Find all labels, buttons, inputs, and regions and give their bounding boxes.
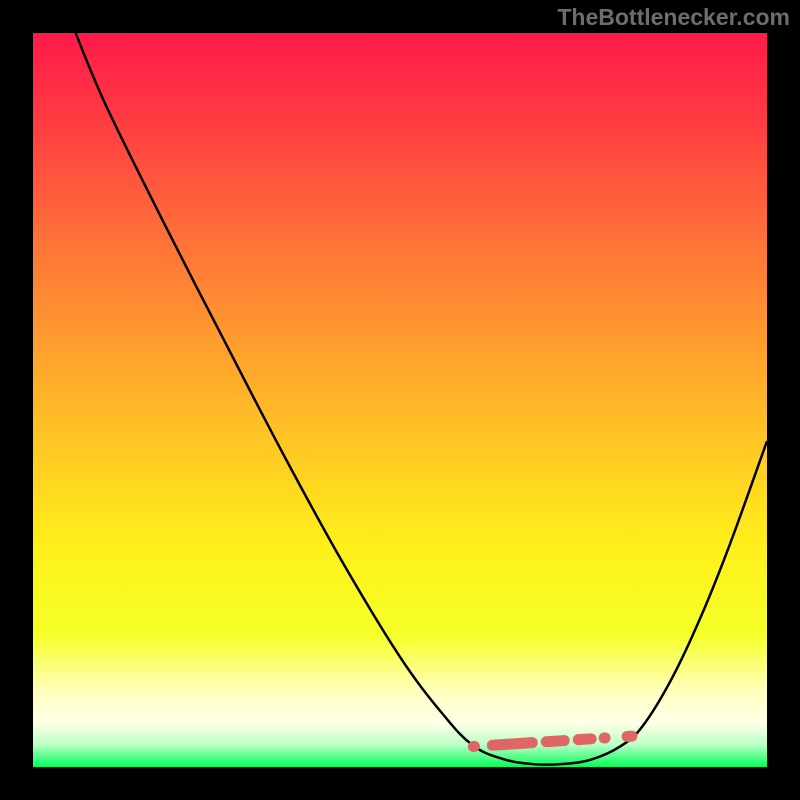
plot-gradient-area xyxy=(33,33,767,767)
watermark-label: TheBottlenecker.com xyxy=(557,4,790,31)
chart-container: TheBottlenecker.com xyxy=(0,0,800,800)
